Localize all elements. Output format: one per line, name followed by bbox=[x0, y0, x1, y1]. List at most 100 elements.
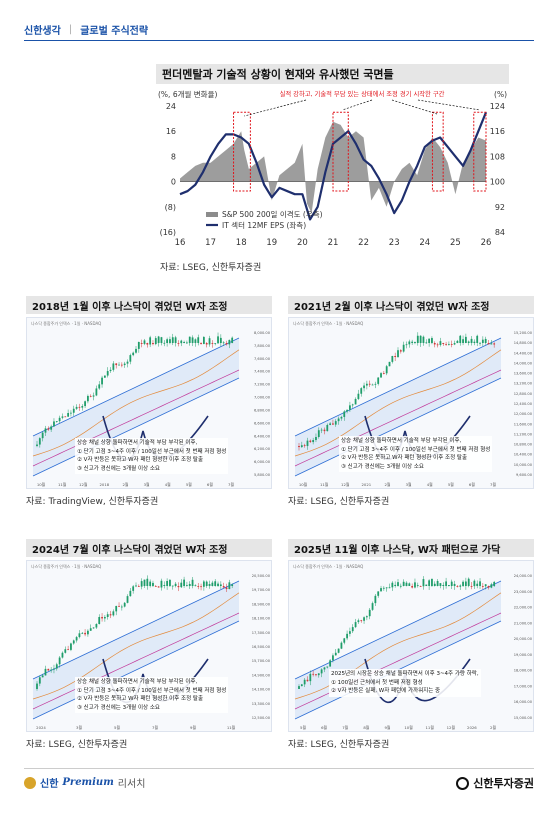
x-tick: 23 bbox=[389, 238, 400, 248]
y-right-tick: 108 bbox=[490, 152, 505, 161]
panel-1-toolbar: 나스닥 종합주가 인덱스 · 1일 · NASDAQ bbox=[31, 321, 102, 326]
x-tick: 26 bbox=[481, 238, 492, 248]
candle-body bbox=[225, 587, 228, 590]
candle-body bbox=[183, 341, 185, 343]
candle-body bbox=[186, 342, 188, 344]
candle-body bbox=[109, 614, 112, 616]
candle-body bbox=[422, 336, 425, 343]
right-axis-label: (%) bbox=[494, 90, 507, 99]
x-tick: 4월 bbox=[165, 482, 171, 487]
candle-body bbox=[481, 339, 484, 343]
x-tick: 12월 bbox=[447, 725, 456, 730]
candle-body bbox=[47, 428, 50, 430]
candle-body bbox=[470, 338, 473, 343]
candle-body bbox=[320, 429, 323, 431]
candle-body bbox=[453, 343, 456, 345]
moving-average-long bbox=[32, 612, 240, 710]
candle-body bbox=[300, 684, 303, 687]
candle-body bbox=[357, 393, 360, 399]
footer-research: 리서치 bbox=[117, 779, 146, 790]
candle-body bbox=[112, 363, 115, 370]
candle-body bbox=[388, 587, 391, 589]
candle-body bbox=[55, 664, 58, 669]
y-tick: 10,400.00 bbox=[514, 453, 533, 457]
candle-body bbox=[309, 673, 312, 682]
candle-body bbox=[222, 342, 225, 344]
candle-body bbox=[38, 677, 41, 684]
candle-body bbox=[371, 384, 374, 386]
footer-brand: 신한 bbox=[40, 779, 59, 790]
candle-body bbox=[428, 580, 431, 586]
candle-body bbox=[174, 583, 177, 586]
candle-body bbox=[351, 404, 354, 406]
panel-2-source: 자료: LSEG, 신한투자증권 bbox=[288, 497, 390, 507]
panel-4-ann-line: ② V자 반등은 실패, W자 패턴에 가까워지는 중 bbox=[331, 688, 441, 694]
candle-body bbox=[78, 406, 81, 408]
candle-body bbox=[450, 581, 453, 586]
panel-2-title: 2021년 2월 이후 나스닥이 겪었던 W자 조정 bbox=[288, 296, 534, 314]
y-left-tick: (8) bbox=[165, 203, 176, 212]
candle-body bbox=[368, 383, 371, 385]
x-tick: 16 bbox=[175, 238, 186, 248]
candle-body bbox=[217, 336, 219, 344]
candle-body bbox=[157, 336, 160, 343]
x-tick: 7월 bbox=[490, 482, 496, 487]
candle-body bbox=[41, 432, 44, 439]
candle-body bbox=[70, 643, 72, 650]
page-header: 신한생각 | 글로벌 주식전략 bbox=[24, 22, 148, 37]
candle-body bbox=[123, 602, 126, 607]
candle-body bbox=[92, 627, 95, 629]
candle-body bbox=[360, 388, 363, 394]
candle-body bbox=[157, 586, 160, 588]
candle-body bbox=[439, 341, 442, 345]
candle-body bbox=[53, 421, 55, 427]
y-tick: 24,000.00 bbox=[514, 574, 533, 578]
moving-average-short bbox=[32, 592, 240, 700]
candle-body bbox=[95, 388, 98, 396]
candle-body bbox=[399, 585, 402, 587]
candle-body bbox=[448, 585, 450, 586]
panel-3-chart: 나스닥 종합주가 인덱스 · 1일 · NASDAQ 20,500.00 19,7… bbox=[26, 560, 272, 732]
candle-body bbox=[202, 337, 205, 344]
y-tick: 7,400.00 bbox=[254, 370, 271, 374]
candle-body bbox=[312, 673, 315, 675]
moving-average-short bbox=[32, 349, 240, 457]
candle-body bbox=[346, 633, 348, 639]
candle-body bbox=[188, 583, 191, 586]
x-tick: 11월 bbox=[320, 482, 329, 487]
y-tick: 12,800.00 bbox=[514, 392, 533, 396]
candle-body bbox=[177, 343, 180, 344]
candle-body bbox=[425, 342, 428, 344]
x-tick: 18 bbox=[236, 238, 247, 248]
candle-body bbox=[75, 406, 78, 409]
candle-body bbox=[103, 616, 106, 619]
candle-body bbox=[377, 591, 380, 596]
y-tick: 13,200.00 bbox=[514, 382, 533, 386]
candle-body bbox=[371, 603, 374, 610]
candle-body bbox=[166, 339, 169, 343]
panel-2-ann-line: ② V자 반등은 못하고 W자 패턴 형성한 이후 조정 탈출 bbox=[341, 455, 468, 461]
candle-body bbox=[152, 582, 154, 586]
panel-1-chart: 나스닥 종합주가 인덱스 · 1일 · NASDAQ 8,000.00 7,800… bbox=[26, 317, 272, 489]
y-tick: 15,700.00 bbox=[252, 659, 271, 663]
x-tick: 9월 bbox=[190, 725, 196, 730]
panel-2-chart: 나스닥 종합주가 인덱스 · 1일 · NASDAQ 15,200.00 14,8… bbox=[288, 317, 534, 489]
panel-3-toolbar: 나스닥 종합주가 인덱스 · 1일 · NASDAQ bbox=[31, 564, 102, 569]
candle-body bbox=[380, 588, 382, 592]
x-tick: 22 bbox=[358, 238, 369, 248]
candle-body bbox=[445, 343, 447, 345]
panel-4-ann-line: 2025년의 시장은 상승 채널 돌파하면서 이후 3~4주 가량 하락, bbox=[331, 671, 479, 677]
candle-body bbox=[493, 581, 496, 586]
candle-body bbox=[351, 627, 354, 632]
candle-body bbox=[115, 363, 118, 366]
candle-body bbox=[464, 336, 467, 343]
y-tick: 10,800.00 bbox=[514, 443, 533, 447]
y-tick: 13,600.00 bbox=[514, 372, 533, 376]
legend-label: S&P 500 200일 이격도 (우측) bbox=[222, 209, 323, 219]
candle-body bbox=[58, 417, 61, 422]
candle-body bbox=[490, 343, 493, 345]
candle-body bbox=[419, 586, 422, 587]
candle-body bbox=[317, 673, 320, 676]
x-tick: 8월 bbox=[363, 725, 369, 730]
candle-body bbox=[188, 336, 191, 343]
